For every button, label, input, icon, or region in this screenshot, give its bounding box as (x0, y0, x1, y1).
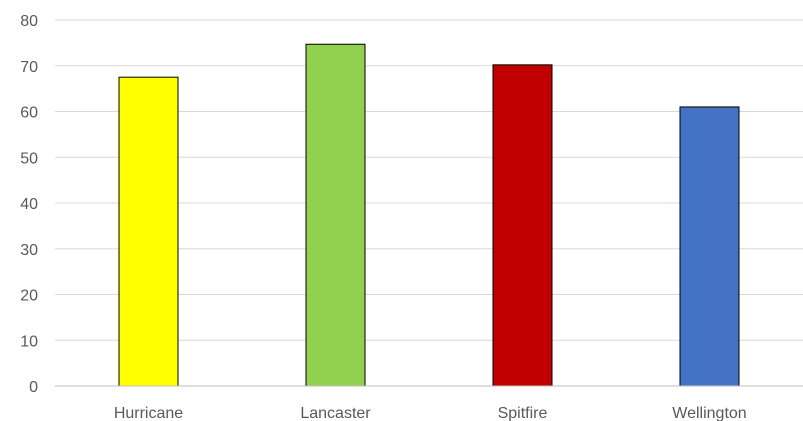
y-tick-label: 40 (20, 196, 38, 213)
y-tick-label: 70 (20, 59, 38, 76)
x-category-label: Lancaster (300, 405, 371, 421)
bars (118, 43, 740, 387)
y-tick-label: 30 (20, 242, 38, 259)
bar-hurricane (118, 76, 179, 387)
y-tick-label: 20 (20, 288, 38, 305)
y-tick-label: 60 (20, 105, 38, 122)
y-axis-ticks: 0 10 20 30 40 50 60 70 80 (20, 13, 38, 396)
x-category-label: Spitfire (498, 405, 548, 421)
bar-wellington (679, 106, 740, 387)
y-tick-label: 80 (20, 13, 38, 30)
bar-spitfire (492, 64, 553, 387)
y-tick-label: 10 (20, 333, 38, 350)
gridlines (55, 19, 803, 341)
y-tick-label: 50 (20, 150, 38, 167)
x-category-label: Wellington (672, 405, 746, 421)
x-axis-categories: Hurricane Lancaster Spitfire Wellington (114, 405, 747, 421)
y-tick-label: 0 (29, 379, 38, 396)
x-category-label: Hurricane (114, 405, 183, 421)
bar-lancaster (305, 43, 366, 387)
